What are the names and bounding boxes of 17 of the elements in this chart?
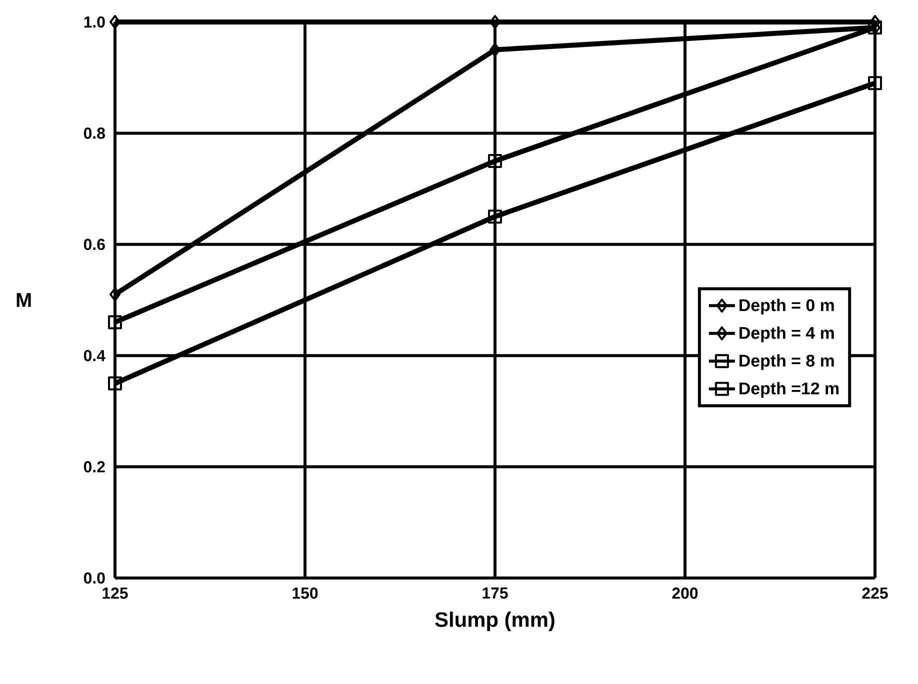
y-tick-label: 0.8 [84,128,105,139]
legend-label: Depth = 0 m [740,298,834,315]
x-axis-title: Slump (mm) [435,612,554,632]
x-tick-label: 225 [862,588,888,599]
y-tick-label: 1.0 [84,16,105,28]
x-tick-label: 175 [482,588,508,599]
y-tick-label: 0.2 [84,461,105,472]
y-tick-label: 0.0 [84,572,105,584]
x-tick-label: 150 [292,588,318,599]
x-tick-label: 125 [102,588,128,599]
y-tick-label: 0.4 [84,350,106,362]
y-tick-label: 0.6 [84,238,105,250]
y-axis-title: M [16,293,31,307]
x-tick-label: 200 [672,588,698,599]
legend-label: Depth = 4 m [740,326,834,342]
legend-label: Depth =12 m [740,382,839,398]
legend-label: Depth = 8 m [740,354,834,370]
